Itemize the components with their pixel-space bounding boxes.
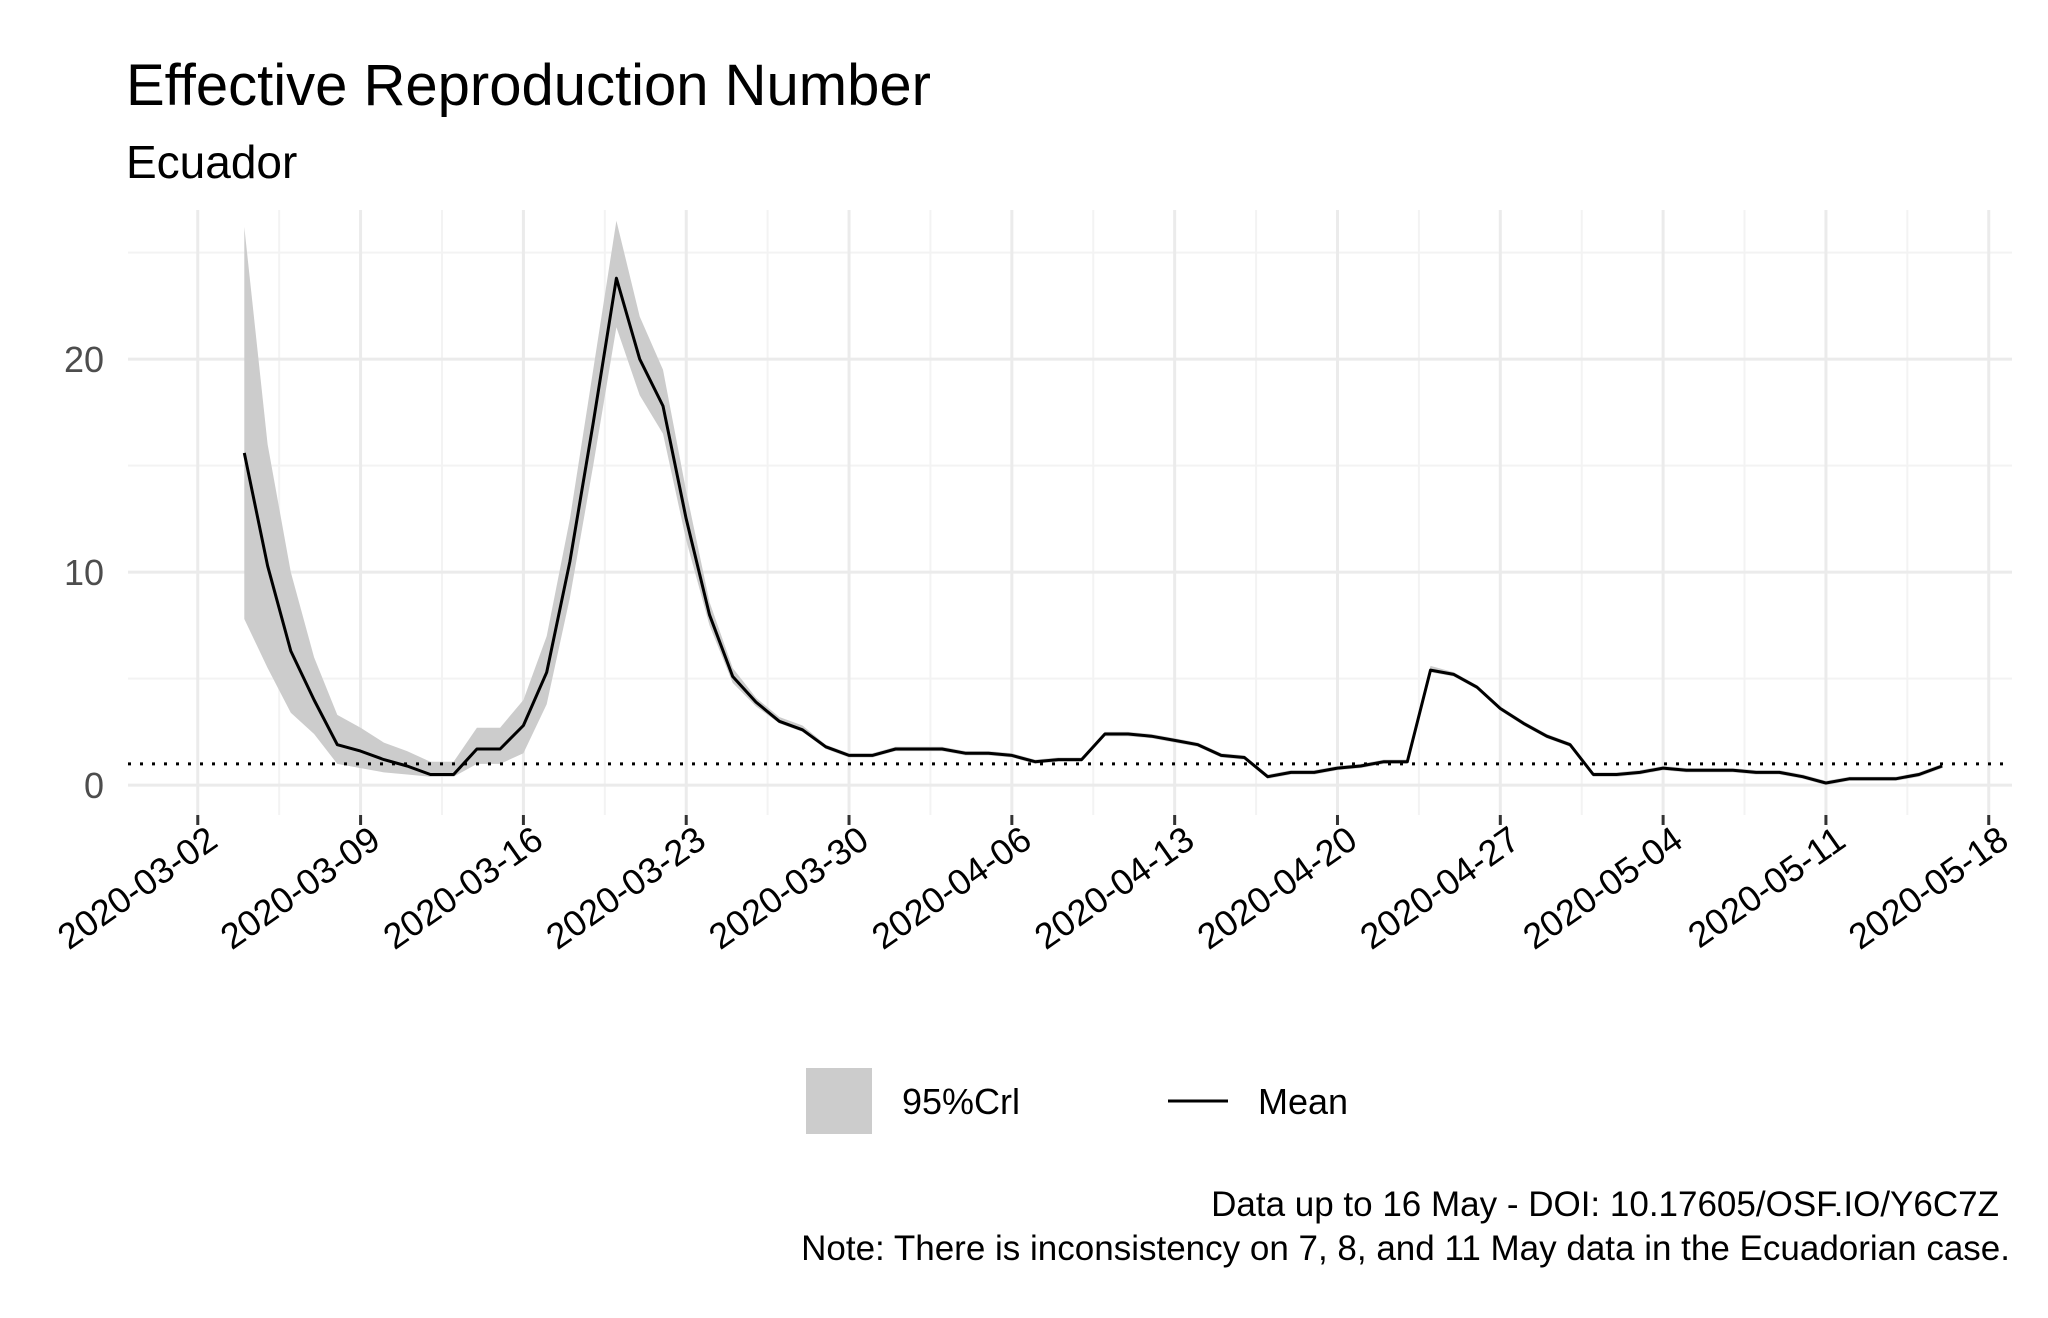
y-tick-label: 20 — [64, 339, 104, 380]
x-tick-label: 2020-05-18 — [1841, 818, 2015, 957]
x-tick-label: 2020-03-02 — [50, 818, 224, 957]
band-area — [244, 220, 1943, 786]
chart-subtitle: Ecuador — [126, 136, 297, 188]
grid — [128, 210, 2012, 815]
mean-series — [242, 276, 1943, 785]
caption-line-2: Note: There is inconsistency on 7, 8, an… — [801, 1229, 2010, 1268]
x-tick-label: 2020-05-04 — [1515, 818, 1689, 957]
legend: 95%Crl Mean — [806, 1068, 1348, 1134]
x-axis-ticks: 2020-03-022020-03-092020-03-162020-03-23… — [50, 815, 2015, 957]
credible-interval-band — [244, 220, 1943, 786]
legend-label-line: Mean — [1258, 1081, 1348, 1122]
x-tick-label: 2020-03-23 — [538, 818, 712, 957]
caption-line-1: Data up to 16 May - DOI: 10.17605/OSF.IO… — [1211, 1185, 1999, 1224]
chart-title: Effective Reproduction Number — [126, 53, 931, 118]
x-tick-label: 2020-04-06 — [864, 818, 1038, 957]
x-tick-label: 2020-04-27 — [1353, 818, 1527, 957]
y-axis-ticks: 0 10 20 — [64, 339, 104, 806]
x-tick-label: 2020-03-09 — [213, 818, 387, 957]
x-tick-label: 2020-03-30 — [701, 818, 875, 957]
y-tick-label: 0 — [84, 765, 104, 806]
x-tick-label: 2020-05-11 — [1680, 818, 1852, 956]
y-tick-label: 10 — [64, 552, 104, 593]
mean-line — [242, 276, 1943, 785]
x-tick-label: 2020-03-16 — [376, 818, 550, 957]
legend-label-band: 95%Crl — [902, 1081, 1020, 1122]
x-tick-label: 2020-04-20 — [1190, 818, 1364, 957]
legend-key-band — [806, 1068, 872, 1134]
x-tick-label: 2020-04-13 — [1027, 818, 1201, 957]
